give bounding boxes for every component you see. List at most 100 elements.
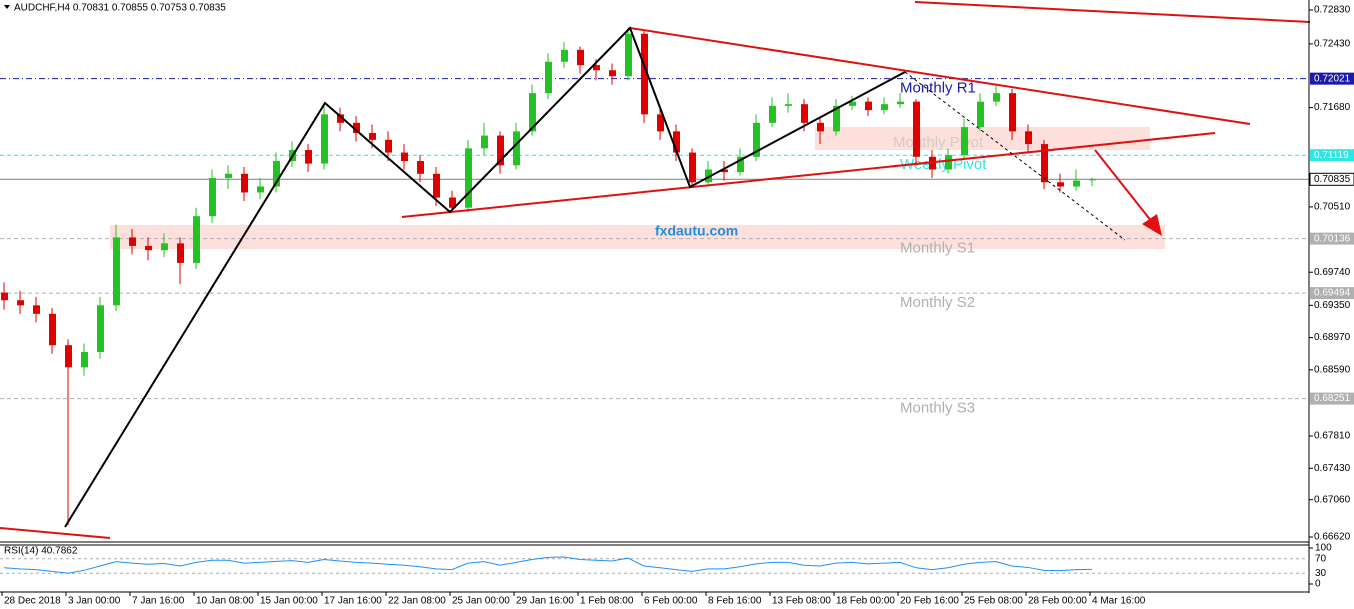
trend-line	[401, 132, 1216, 218]
candle-body	[641, 33, 648, 115]
candle-body	[721, 169, 728, 173]
time-axis: 28 Dec 2018 3 Jan 00:00 7 Jan 16:00 10 Jan …	[0, 591, 1309, 607]
level-name: Monthly S1	[900, 240, 975, 257]
y-tick-label: 0.69740	[1314, 267, 1351, 278]
y-tick-label: 0.67060	[1314, 494, 1351, 505]
level-price-label: 0.70835	[1314, 174, 1351, 185]
y-tick-label: 0.71680	[1314, 102, 1351, 113]
candle-body	[1057, 182, 1064, 187]
rsi-tick-label: 0	[1315, 579, 1321, 590]
candle-body	[177, 243, 184, 263]
x-tick-label: 28 Feb 00:00	[1028, 596, 1087, 607]
level-price-label: 0.68251	[1314, 393, 1351, 404]
level-price-box	[1310, 149, 1354, 162]
candle-body	[209, 178, 216, 217]
candle-body	[1025, 131, 1032, 145]
resistance-zone	[815, 127, 1150, 150]
x-tick-label: 6 Feb 00:00	[644, 596, 698, 607]
x-tick-label: 15 Jan 00:00	[260, 596, 318, 607]
price-axis: 0.72830 0.72430 0.71680 0.70510 0.69740 0.693…	[1308, 0, 1354, 593]
level-price-box	[1310, 392, 1354, 405]
candle-body	[865, 101, 872, 111]
candle-body	[609, 70, 616, 77]
candle-body	[513, 131, 520, 166]
x-tick-label: 28 Dec 2018	[4, 596, 61, 607]
candle-body	[977, 101, 984, 128]
chart-title: AUDCHF,H4 0.70831 0.70855 0.70753 0.7083…	[14, 3, 226, 14]
x-tick-label: 8 Feb 16:00	[708, 596, 762, 607]
candle-body	[401, 152, 408, 162]
candle-body	[913, 101, 920, 157]
candle-body	[881, 104, 888, 111]
candle-body	[961, 127, 968, 156]
level-price-label: 0.70136	[1314, 233, 1351, 244]
y-tick-label: 0.67430	[1314, 463, 1351, 474]
menu-marker	[4, 5, 10, 9]
candle-body	[561, 49, 568, 62]
level-price-label: 0.71119	[1314, 150, 1349, 161]
candle-body	[97, 305, 104, 353]
candle-body	[225, 173, 232, 179]
y-tick-label: 0.68970	[1314, 332, 1351, 343]
candle-body	[737, 156, 744, 173]
candle-body	[113, 237, 120, 306]
arrow	[1094, 149, 1153, 223]
arrow-head	[1142, 214, 1162, 236]
monthly-pivot-label: Monthly Pivot	[893, 134, 984, 151]
candle-body	[353, 122, 360, 134]
y-tick-label: 0.69350	[1314, 300, 1351, 311]
candle-body	[753, 122, 760, 157]
y-tick-label: 0.67810	[1314, 431, 1351, 442]
candle-body	[433, 173, 440, 198]
trend-lines	[0, 1, 1311, 539]
level-price-label: 0.69494	[1314, 288, 1351, 299]
x-tick-label: 18 Feb 00:00	[836, 596, 895, 607]
x-tick-label: 25 Feb 08:00	[964, 596, 1023, 607]
candle-body	[1009, 93, 1016, 132]
candles	[1, 27, 1096, 526]
level-price-label: 0.72021	[1314, 73, 1351, 84]
level-name: Monthly S2	[900, 294, 975, 311]
candle-body	[385, 139, 392, 153]
candle-body	[993, 93, 1000, 102]
rsi-tick-label: 70	[1315, 553, 1327, 564]
candle-body	[81, 352, 88, 368]
candle-body	[897, 101, 904, 105]
candle-body	[625, 33, 632, 77]
x-tick-label: 3 Jan 00:00	[68, 596, 121, 607]
candle-body	[1, 292, 8, 301]
candle-body	[193, 216, 200, 263]
x-tick-label: 13 Feb 08:00	[772, 596, 831, 607]
candle-body	[673, 131, 680, 153]
candle-body	[257, 186, 264, 193]
y-tick-label: 0.68590	[1314, 364, 1351, 375]
level-price-box	[1309, 172, 1354, 186]
candle-body	[369, 133, 376, 140]
candle-body	[849, 101, 856, 106]
level-price-box	[1310, 232, 1354, 245]
candle-body	[945, 155, 952, 170]
level-price-box	[1310, 72, 1354, 85]
zones	[110, 127, 1165, 249]
x-tick-label: 29 Jan 16:00	[516, 596, 574, 607]
trend-line	[914, 1, 1311, 23]
trend-line	[0, 527, 111, 539]
candle-body	[481, 135, 488, 149]
candle-body	[689, 152, 696, 183]
candle-body	[833, 105, 840, 132]
candle-body	[817, 122, 824, 132]
candle-body	[465, 148, 472, 208]
candle-body	[321, 114, 328, 164]
x-tick-label: 7 Jan 16:00	[132, 596, 185, 607]
watermark: fxdautu.com	[655, 223, 738, 239]
candle-body	[497, 135, 504, 166]
rsi-tick-label: 30	[1315, 568, 1327, 579]
candle-body	[545, 61, 552, 94]
candle-body	[241, 173, 248, 193]
candle-body	[1089, 179, 1096, 181]
projection-line	[904, 71, 1126, 241]
support-zone	[110, 225, 1165, 249]
